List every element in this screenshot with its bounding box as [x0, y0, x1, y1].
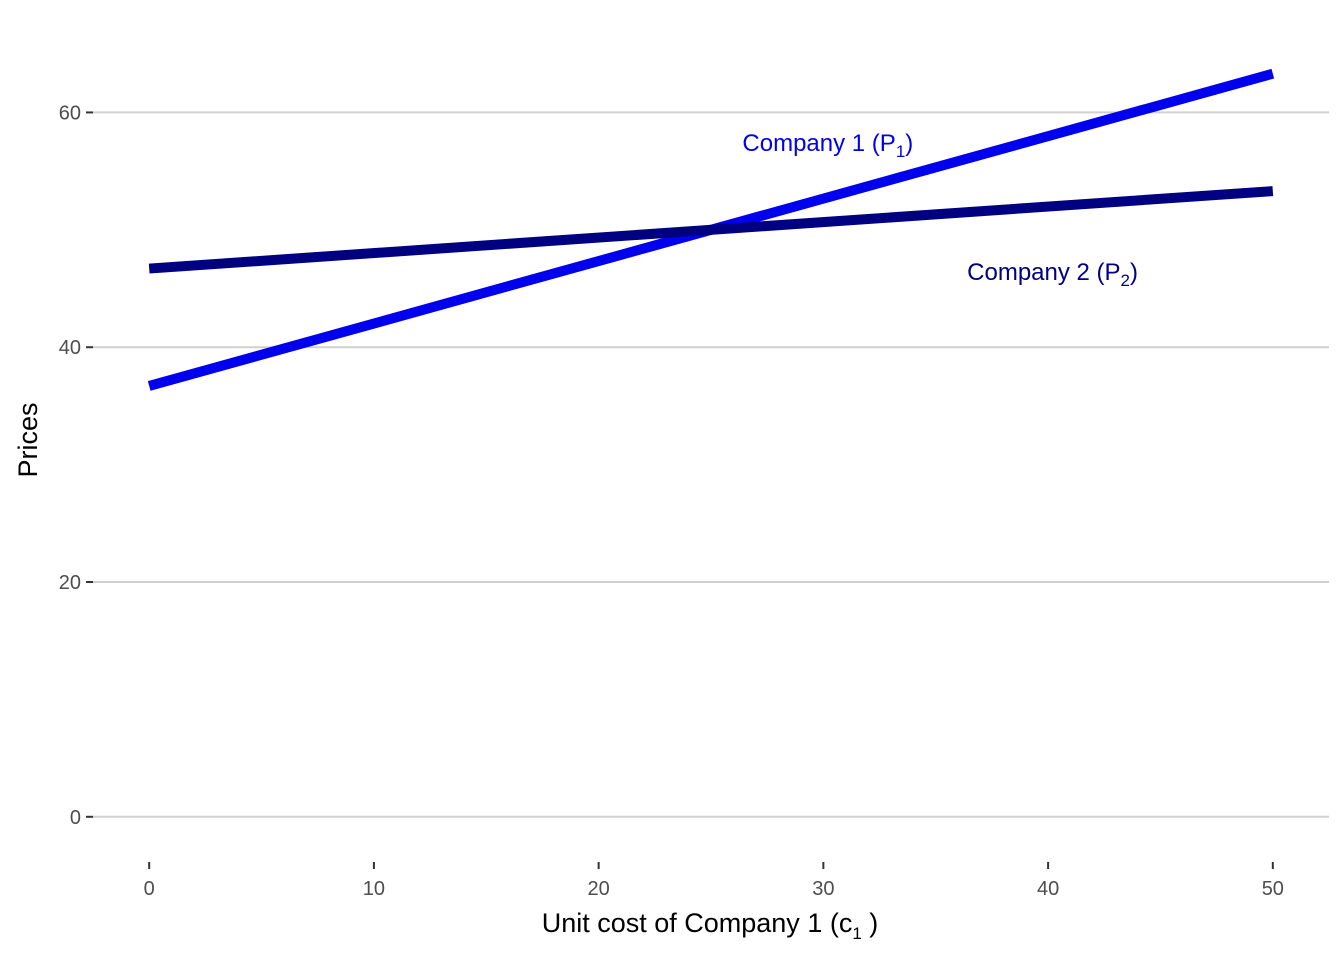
series-labels: Company 1 (P1)Company 2 (P2) — [742, 130, 1138, 290]
series-line-company2 — [148, 186, 1274, 274]
x-tick-label: 10 — [363, 878, 385, 900]
x-axis-title-tail: ) — [862, 908, 879, 938]
axes: 0 20 40 60 0 10 20 30 40 50 — [59, 102, 1284, 900]
y-tick-label: 60 — [59, 102, 81, 124]
x-axis-title: Unit cost of Company 1 (c1 ) — [542, 908, 879, 943]
series-label-main: Company 2 (P — [967, 259, 1120, 286]
series-label-tail: ) — [905, 130, 913, 157]
gridlines — [93, 111, 1329, 818]
series-label-subscript: 2 — [1121, 271, 1130, 290]
x-tick-label: 0 — [144, 878, 155, 900]
series-label-company2: Company 2 (P2) — [967, 259, 1138, 290]
x-tick-label: 30 — [812, 878, 834, 900]
x-tick-label: 50 — [1262, 878, 1284, 900]
y-tick-label: 0 — [70, 807, 81, 829]
series-label-tail: ) — [1130, 259, 1138, 286]
series-label-subscript: 1 — [896, 142, 905, 161]
x-tick-label: 20 — [588, 878, 610, 900]
series-label-company1: Company 1 (P1) — [742, 130, 913, 161]
y-tick-label: 20 — [59, 572, 81, 594]
series-label-main: Company 1 (P — [742, 130, 895, 157]
series-lines — [147, 68, 1275, 391]
x-axis-title-main: Unit cost of Company 1 (c — [542, 908, 853, 938]
x-tick-label: 40 — [1037, 878, 1059, 900]
y-tick-label: 40 — [59, 337, 81, 359]
y-axis-title: Prices — [13, 402, 43, 477]
x-axis-title-subscript: 1 — [852, 924, 861, 943]
